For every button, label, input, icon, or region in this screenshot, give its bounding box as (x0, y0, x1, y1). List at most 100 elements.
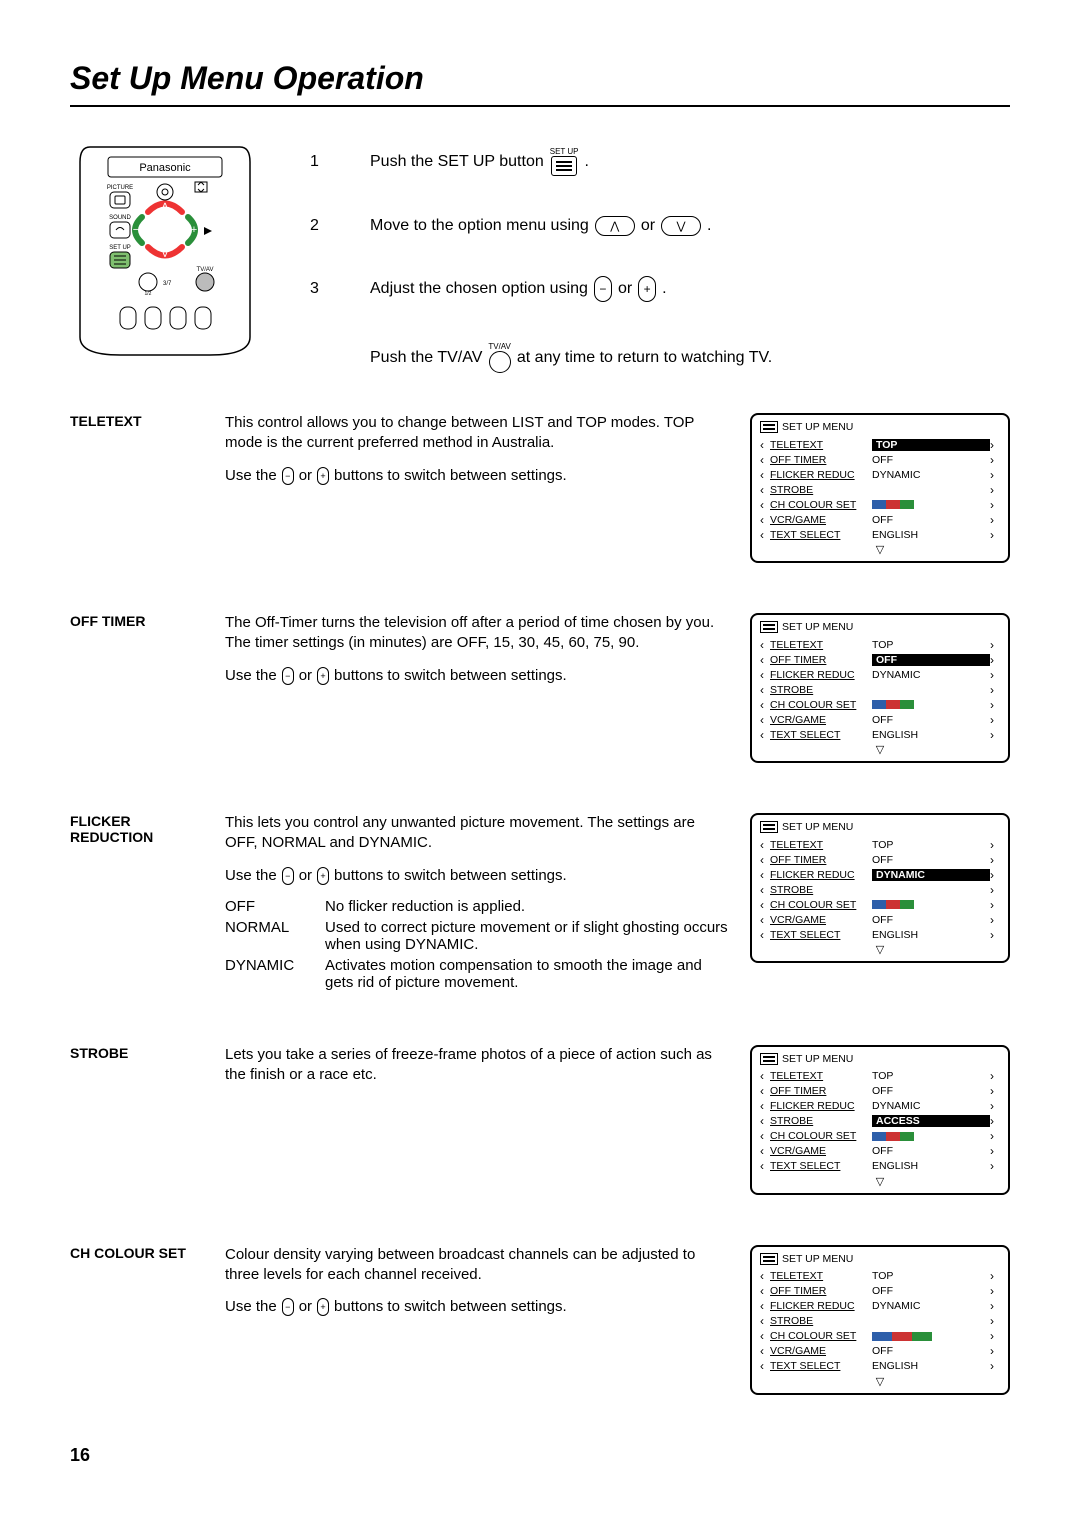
section-label: TELETEXT (70, 413, 225, 563)
svg-text:SET UP: SET UP (109, 245, 131, 251)
setup-button-icon: SET UP (550, 147, 579, 176)
osd-row-flicker: FLICKER REDUCDYNAMIC (760, 467, 1000, 482)
section-label: STROBE (70, 1045, 225, 1195)
osd-row-flicker: FLICKER REDUCDYNAMIC (760, 867, 1000, 882)
plus-button-icon (317, 1298, 329, 1316)
section-label: CH COLOUR SET (70, 1245, 225, 1395)
plus-button-icon (317, 667, 329, 685)
instruction-4: Push the TV/AV TV/AV at any time to retu… (310, 342, 1010, 373)
osd-row-flicker: FLICKER REDUCDYNAMIC (760, 667, 1000, 682)
section-colour: CH COLOUR SET Colour density varying bet… (70, 1245, 1010, 1395)
osd-title: SET UP MENU (782, 421, 853, 433)
osd-row-teletext: TELETEXTTOP (760, 1069, 1000, 1084)
page-number: 16 (70, 1445, 1010, 1466)
plus-button-icon (638, 276, 656, 302)
use-instruction: Use the or buttons to switch between set… (225, 466, 730, 486)
osd-row-offtimer: OFF TIMEROFF (760, 652, 1000, 667)
or-text: or (618, 280, 632, 298)
osd-row-strobe: STROBE (760, 482, 1000, 497)
minus-button-icon (282, 867, 294, 885)
minus-button-icon (282, 1298, 294, 1316)
svg-text:−: − (133, 224, 139, 236)
osd-row-strobe: STROBE (760, 1314, 1000, 1329)
options-table: OFFNo flicker reduction is applied. NORM… (225, 898, 730, 991)
top-section: Panasonic PICTURE SOUND SET UP ⋀ ⋁ − + (70, 137, 1010, 373)
osd-row-vcr: VCR/GAMEOFF (760, 512, 1000, 527)
osd-row-vcr: VCR/GAMEOFF (760, 712, 1000, 727)
opt-val: No flicker reduction is applied. (325, 898, 730, 915)
step-text: Push the SET UP button (370, 153, 544, 171)
use-instruction: Use the or buttons to switch between set… (225, 1297, 730, 1317)
instructions: 1 Push the SET UP button SET UP . 2 Move… (310, 137, 1010, 373)
opt-key: DYNAMIC (225, 957, 325, 991)
osd-row-text: TEXT SELECTENGLISH (760, 527, 1000, 542)
section-offtimer: OFF TIMER The Off-Timer turns the televi… (70, 613, 1010, 763)
osd-row-offtimer: OFF TIMEROFF (760, 852, 1000, 867)
osd-title: SET UP MENU (782, 1053, 853, 1065)
svg-text:3/7: 3/7 (163, 281, 172, 287)
osd-row-teletext: TELETEXTTOP (760, 837, 1000, 852)
osd-row-text: TEXT SELECTENGLISH (760, 1359, 1000, 1374)
step-text: Move to the option menu using (370, 217, 589, 235)
menu-icon (760, 1053, 778, 1065)
section-description: Colour density varying between broadcast… (225, 1245, 730, 1286)
step-number: 1 (310, 153, 370, 171)
use-instruction: Use the or buttons to switch between set… (225, 666, 730, 686)
osd-menu: SET UP MENU TELETEXTTOPOFF TIMEROFFFLICKE… (750, 613, 1010, 763)
menu-icon (760, 821, 778, 833)
osd-row-flicker: FLICKER REDUCDYNAMIC (760, 1099, 1000, 1114)
osd-row-colour: CH COLOUR SET (760, 1329, 1000, 1344)
plus-button-icon (317, 467, 329, 485)
svg-text:+: + (191, 224, 197, 236)
remote-illustration: Panasonic PICTURE SOUND SET UP ⋀ ⋁ − + (70, 137, 260, 373)
step-text-end: . (707, 217, 711, 235)
osd-row-teletext: TELETEXTTOP (760, 437, 1000, 452)
tvav-button-icon: TV/AV (488, 342, 511, 373)
osd-row-teletext: TELETEXTTOP (760, 1269, 1000, 1284)
minus-button-icon (282, 667, 294, 685)
svg-text:PICTURE: PICTURE (107, 185, 133, 191)
osd-row-colour: CH COLOUR SET (760, 1129, 1000, 1144)
osd-menu: SET UP MENU TELETEXTTOPOFF TIMEROFFFLICKE… (750, 813, 1010, 995)
osd-row-teletext: TELETEXTTOP (760, 637, 1000, 652)
step-text: Adjust the chosen option using (370, 280, 588, 298)
section-description: The Off-Timer turns the television off a… (225, 613, 730, 654)
section-strobe: STROBE Lets you take a series of freeze-… (70, 1045, 1010, 1195)
instruction-2: 2 Move to the option menu using or . (310, 216, 1010, 236)
step-text-end: . (662, 280, 666, 298)
osd-row-offtimer: OFF TIMEROFF (760, 1284, 1000, 1299)
opt-val: Activates motion compensation to smooth … (325, 957, 730, 991)
osd-row-vcr: VCR/GAMEOFF (760, 1144, 1000, 1159)
section-label: OFF TIMER (70, 613, 225, 763)
step-number: 3 (310, 280, 370, 298)
svg-text:⋁: ⋁ (160, 247, 170, 258)
osd-row-offtimer: OFF TIMEROFF (760, 452, 1000, 467)
svg-text:1/2: 1/2 (145, 291, 152, 297)
osd-row-flicker: FLICKER REDUCDYNAMIC (760, 1299, 1000, 1314)
osd-title: SET UP MENU (782, 1253, 853, 1265)
minus-button-icon (282, 467, 294, 485)
osd-row-colour: CH COLOUR SET (760, 697, 1000, 712)
section-description: This control allows you to change betwee… (225, 413, 730, 454)
osd-row-vcr: VCR/GAMEOFF (760, 912, 1000, 927)
nav-up-icon (595, 216, 635, 236)
step-text-end: . (585, 153, 589, 171)
svg-text:TV/AV: TV/AV (197, 267, 214, 273)
opt-key: NORMAL (225, 919, 325, 953)
step-text-end: at any time to return to watching TV. (517, 349, 772, 367)
osd-menu: SET UP MENU TELETEXTTOPOFF TIMEROFFFLICKE… (750, 1045, 1010, 1195)
osd-title: SET UP MENU (782, 821, 853, 833)
plus-button-icon (317, 867, 329, 885)
osd-row-offtimer: OFF TIMEROFF (760, 1084, 1000, 1099)
osd-row-vcr: VCR/GAMEOFF (760, 1344, 1000, 1359)
section-description: This lets you control any unwanted pictu… (225, 813, 730, 854)
nav-down-icon (661, 216, 701, 236)
svg-text:⋀: ⋀ (160, 202, 170, 213)
minus-button-icon (594, 276, 612, 302)
menu-icon (760, 421, 778, 433)
osd-title: SET UP MENU (782, 621, 853, 633)
osd-row-strobe: STROBEACCESS (760, 1114, 1000, 1129)
instruction-3: 3 Adjust the chosen option using or . (310, 276, 1010, 302)
menu-icon (760, 1253, 778, 1265)
step-text: Push the TV/AV (370, 349, 482, 367)
